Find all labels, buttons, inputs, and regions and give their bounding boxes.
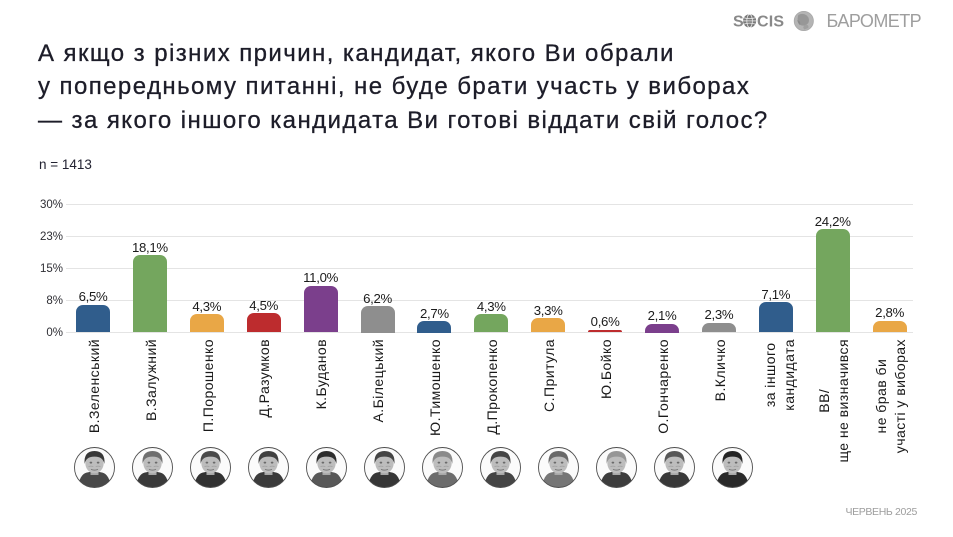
svg-text:CIS: CIS <box>757 14 784 31</box>
svg-text:БАРОМЕТР: БАРОМЕТР <box>827 11 922 31</box>
svg-text:S: S <box>733 14 744 31</box>
